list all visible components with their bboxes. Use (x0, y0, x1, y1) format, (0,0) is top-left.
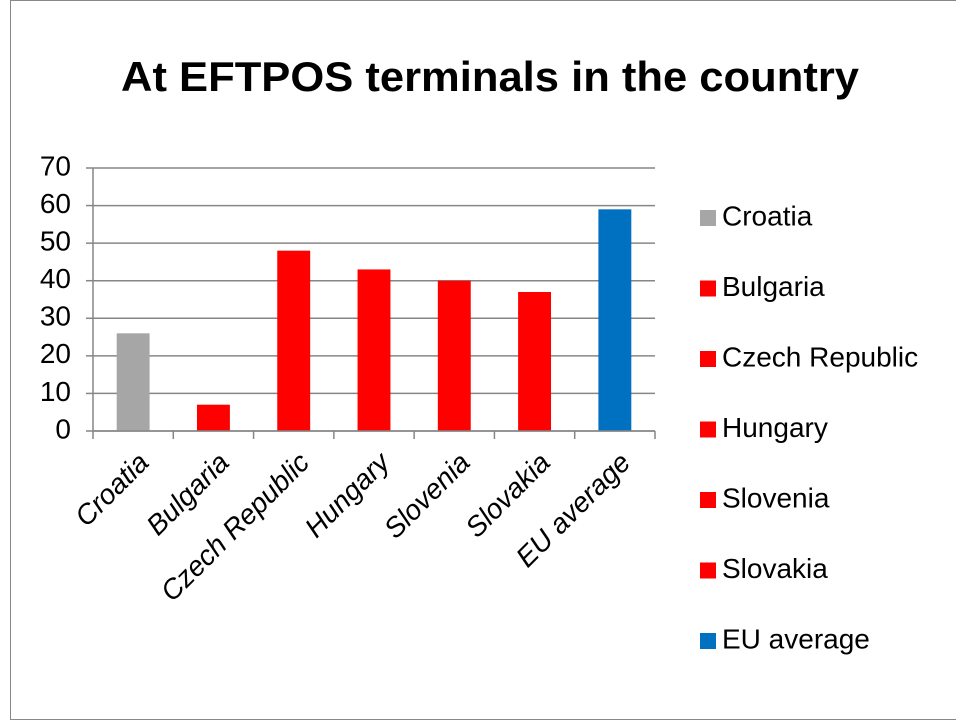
legend-swatch (700, 351, 716, 367)
bar (518, 291, 552, 431)
bar (277, 250, 311, 431)
legend-swatch (700, 421, 716, 438)
legend-label: Bulgaria (722, 271, 825, 302)
bar (116, 333, 150, 431)
bar (598, 209, 632, 431)
legend-swatch (700, 633, 716, 649)
y-tick-label: 10 (40, 376, 71, 407)
legend-label: Czech Republic (722, 341, 918, 372)
legend-swatch (700, 210, 716, 226)
legend-swatch (700, 562, 716, 579)
chart-border (10, 0, 956, 720)
bar (437, 280, 471, 431)
y-tick-label: 50 (40, 226, 71, 257)
bar (196, 404, 230, 431)
legend-label: Slovenia (722, 482, 830, 513)
y-tick-label: 70 (40, 150, 71, 181)
bar (357, 269, 391, 431)
legend-swatch (700, 492, 716, 508)
y-tick-label: 30 (40, 301, 71, 332)
chart-title: At EFTPOS terminals in the country (121, 53, 860, 100)
y-tick-label: 20 (40, 338, 71, 369)
y-tick-label: 60 (40, 188, 71, 219)
legend-label: Slovakia (722, 553, 828, 584)
legend-label: EU average (722, 623, 870, 654)
legend-label: Croatia (722, 200, 813, 231)
y-tick-label: 0 (55, 413, 71, 444)
legend-swatch (700, 280, 716, 297)
legend-label: Hungary (722, 412, 828, 443)
y-tick-label: 40 (40, 263, 71, 294)
